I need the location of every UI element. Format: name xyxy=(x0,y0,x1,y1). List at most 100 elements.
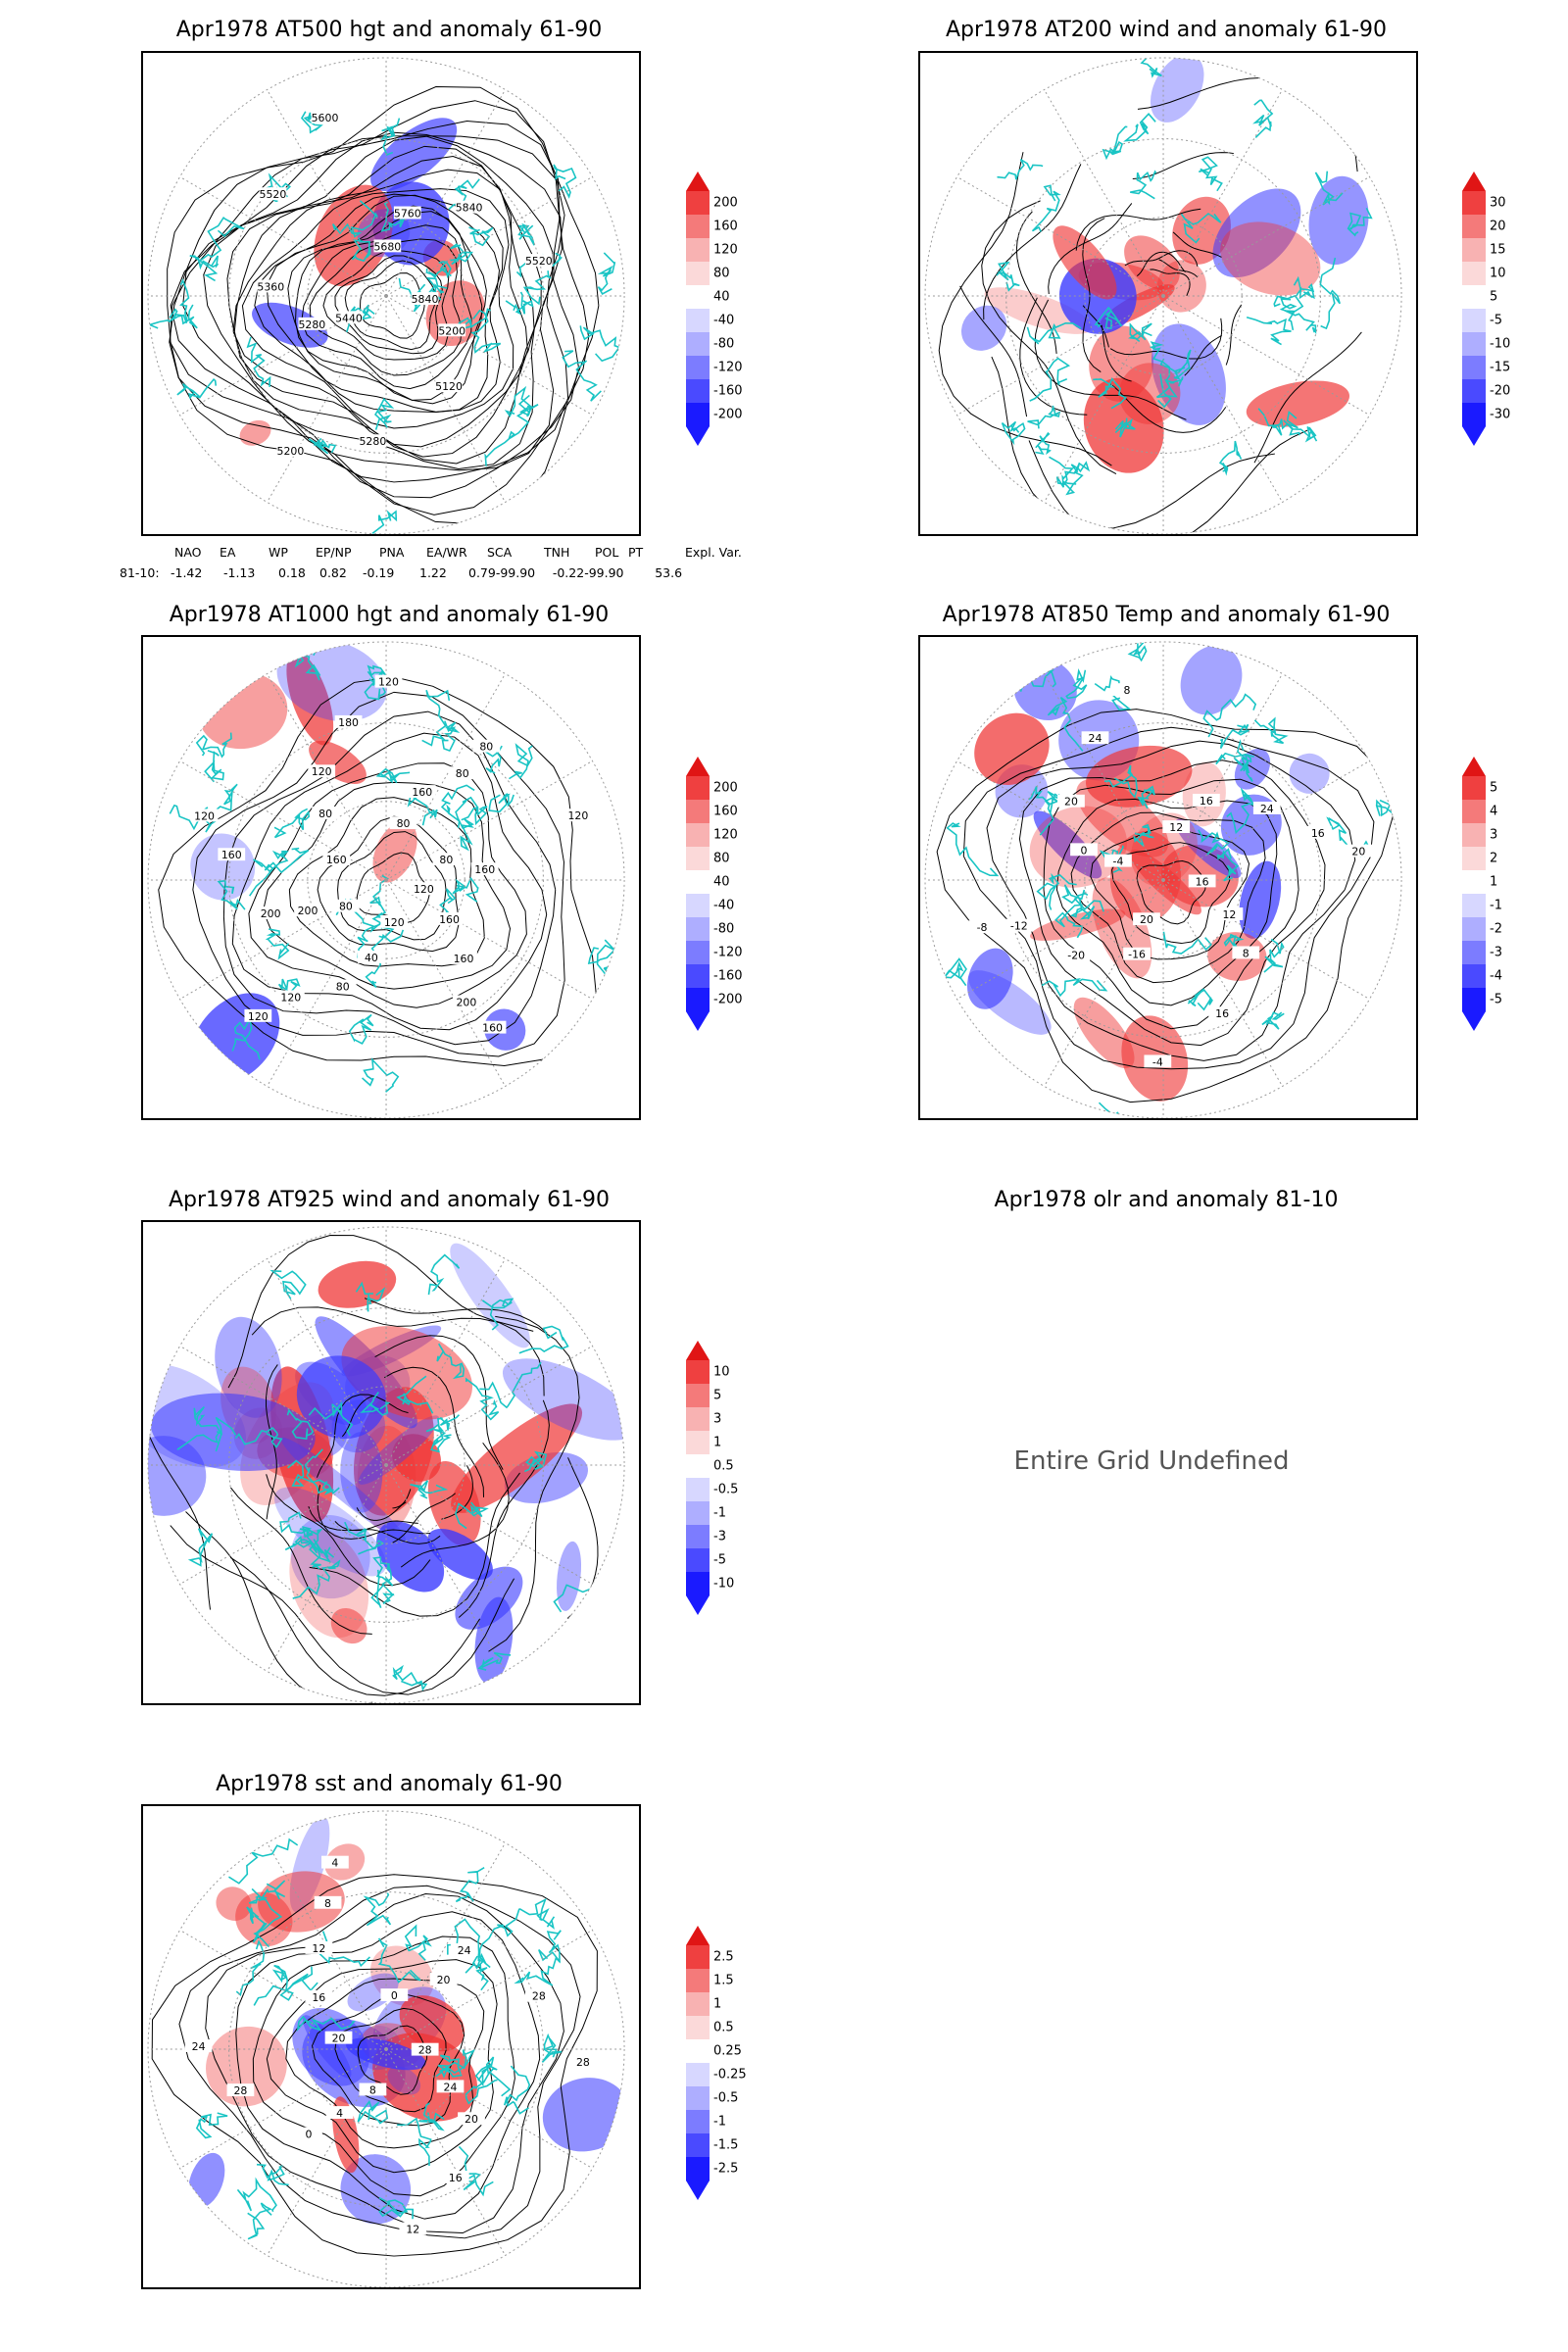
coastline xyxy=(1047,696,1084,752)
latitude-gridline xyxy=(147,57,625,534)
longitude-gridline xyxy=(956,295,1164,416)
colorbar-tick-label: -20 xyxy=(1490,383,1511,399)
coastline xyxy=(427,1253,461,1296)
coastline xyxy=(1180,213,1222,244)
contour-label-bg xyxy=(393,206,421,220)
colorbar-tick-label: 200 xyxy=(713,780,738,796)
contour-label-bg xyxy=(968,920,996,934)
contour-label-bg xyxy=(259,187,287,201)
coastline xyxy=(1263,938,1285,973)
coastline xyxy=(304,1448,334,1495)
colorbar-tick-label: -160 xyxy=(713,968,743,984)
coastline xyxy=(236,2177,277,2213)
contour-label: 5280 xyxy=(360,435,387,448)
coastline xyxy=(404,1924,432,1961)
coastline xyxy=(364,675,386,701)
coastline xyxy=(332,200,378,238)
coastline xyxy=(308,437,337,455)
contour-line xyxy=(231,732,548,1031)
contour-line xyxy=(226,145,542,465)
coastline xyxy=(1285,310,1317,335)
contour-line xyxy=(205,1892,564,2234)
contour-label-bg xyxy=(276,443,305,457)
streamline xyxy=(983,164,1082,320)
contour-label-bg xyxy=(358,950,385,963)
contour-label-bg xyxy=(441,2171,469,2183)
streamline xyxy=(1150,269,1191,296)
contour-line xyxy=(287,205,487,405)
positive-anomaly-region xyxy=(1246,380,1349,427)
negative-anomaly-region xyxy=(1180,645,1243,715)
streamline xyxy=(1225,304,1243,366)
contour-label: 120 xyxy=(312,765,332,778)
map-at850: 16 12 8 16 -4 20 -16 -20 -12 -8 -4 0 20 24 8 12 16 24 16 20 xyxy=(918,635,1418,1120)
contour-line xyxy=(337,831,447,941)
contour-line xyxy=(248,762,527,1008)
coastline xyxy=(517,222,535,246)
colorbar-tick-label: 0.5 xyxy=(713,1458,734,1474)
colorbar-tick-label: 0.5 xyxy=(713,2020,734,2035)
coastline xyxy=(1199,156,1223,192)
contour-label-bg xyxy=(373,239,402,253)
coastline xyxy=(436,1343,466,1380)
polar-map-at925 xyxy=(147,1226,625,1703)
contour-label: 16 xyxy=(1196,875,1209,888)
contour-label-bg xyxy=(226,2083,255,2097)
longitude-gridline xyxy=(1162,673,1283,881)
coastline xyxy=(377,1937,421,1984)
longitude-gridline xyxy=(385,295,593,416)
positive-anomaly-region xyxy=(197,672,288,750)
contour-line xyxy=(151,1874,598,2257)
coastline xyxy=(1133,823,1154,848)
longitude-gridline xyxy=(179,2048,387,2169)
coastline xyxy=(247,2202,273,2240)
positive-anomaly-region xyxy=(1118,363,1181,424)
coastline xyxy=(562,350,602,402)
colorbar-tick-label: -120 xyxy=(713,360,743,375)
contour-label: 80 xyxy=(336,980,350,993)
streamline xyxy=(317,1485,431,1540)
contour-line xyxy=(322,250,450,361)
coastline xyxy=(1156,376,1184,409)
colorbar-tick-label: 5 xyxy=(713,1388,722,1403)
contour-line xyxy=(962,726,1375,1070)
longitude-gridline xyxy=(179,1930,387,2050)
contour-label-bg xyxy=(429,1973,458,1985)
contour-label-bg xyxy=(190,808,219,822)
contour-label: 5120 xyxy=(435,380,463,393)
colorbar-at1000-graphic xyxy=(686,757,710,1031)
contour-line xyxy=(252,1936,515,2197)
coastline xyxy=(1031,184,1061,232)
panel-title-at925: Apr1978 AT925 wind and anomaly 61-90 xyxy=(168,1188,611,1212)
coastline xyxy=(1252,99,1274,138)
longitude-gridline xyxy=(267,1258,387,1466)
longitude-gridline xyxy=(179,760,387,881)
contour-label-bg xyxy=(470,862,499,876)
coastline xyxy=(1314,171,1344,206)
contour-line xyxy=(309,238,463,376)
contour-line xyxy=(241,188,514,429)
coastline xyxy=(1001,420,1026,446)
negative-anomaly-region xyxy=(215,1316,282,1418)
contour-line xyxy=(1090,827,1250,960)
coastline xyxy=(1218,440,1243,476)
contour-label-bg xyxy=(311,111,339,123)
coastline xyxy=(488,793,514,813)
coastline xyxy=(351,237,371,263)
coastline xyxy=(256,2163,289,2186)
positive-anomaly-region xyxy=(318,1260,397,1308)
coastline xyxy=(369,874,389,929)
contour-label-bg xyxy=(435,379,463,393)
longitude-gridline xyxy=(179,1464,387,1585)
coastline xyxy=(1065,667,1088,700)
colorbar-tick-label: 1 xyxy=(713,1435,722,1450)
coastline xyxy=(1140,57,1162,78)
contour-label-bg xyxy=(374,674,403,688)
longitude-gridline xyxy=(1162,295,1370,416)
contour-label: 80 xyxy=(439,854,453,866)
coastline xyxy=(1347,207,1373,237)
positive-anomaly-region xyxy=(330,1608,368,1644)
coastline xyxy=(204,750,224,783)
coastline xyxy=(465,2071,512,2105)
colorbar-tick-label: 4 xyxy=(1490,804,1498,819)
